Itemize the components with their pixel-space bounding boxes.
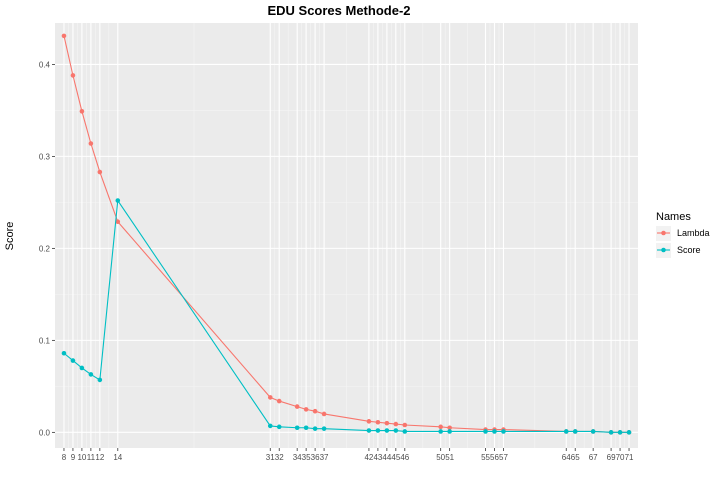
data-point-lambda [79,109,85,114]
x-tick-label: 12 [95,453,104,462]
x-tick-label: 51 [445,453,454,462]
data-point-score [321,426,327,431]
data-point-lambda [61,33,67,39]
legend-key-point [661,247,666,253]
legend-label-lambda: Lambda [677,228,710,238]
data-point-score [492,429,497,434]
x-tick-label: 43 [373,453,382,462]
x-tick-label: 42 [364,453,373,462]
data-point-score [312,426,318,431]
data-point-lambda [97,169,103,175]
data-point-score [366,428,372,433]
x-tick-label: 11 [87,453,96,462]
data-point-score [97,377,103,383]
data-point-lambda [276,398,282,404]
x-tick-label: 67 [589,453,598,462]
legend-key-point [661,230,666,236]
data-point-lambda [384,420,390,426]
data-point-score [626,430,632,435]
series-line-score [63,198,630,433]
data-point-score [115,198,121,203]
x-tick-label: 9 [71,453,76,462]
data-point-lambda [393,421,399,427]
data-point-lambda [402,422,408,428]
grid-minor [55,23,638,448]
data-point-score [393,428,399,433]
data-point-lambda [88,141,94,146]
legend-title: Names [656,211,691,223]
x-tick-label: 71 [625,453,634,462]
x-tick-label: 57 [499,453,508,462]
y-axis-title: Score [4,222,16,251]
data-point-score [294,425,300,431]
x-tick-label: 65 [571,453,580,462]
data-point-score [438,429,443,434]
data-point-lambda [366,419,372,424]
data-point-lambda [447,425,452,431]
data-point-score [572,429,578,434]
y-tick-label: 0.3 [39,152,51,161]
data-point-score [590,429,596,434]
data-point-score [79,365,85,371]
data-point-score [303,425,309,431]
legend: Names Lambda Score [656,211,710,258]
x-tick-label: 44 [382,453,391,462]
x-tick-label: 34 [293,453,302,462]
x-tick-label: 50 [436,453,445,462]
y-tick-label: 0.2 [39,244,51,253]
x-tick-label: 14 [113,453,122,462]
x-tick-label: 56 [490,453,499,462]
data-point-lambda [312,408,318,414]
chart-title: EDU Scores Methode-2 [267,3,410,18]
data-point-lambda [303,407,309,412]
data-point-lambda [321,411,327,417]
data-point-score [276,424,282,430]
data-point-score [70,358,76,363]
data-point-score [447,429,452,434]
x-tick-label: 64 [562,453,571,462]
data-point-score [61,350,67,356]
data-point-lambda [115,219,121,225]
data-point-score [402,429,408,434]
data-point-score [563,429,569,434]
x-tick-label: 46 [400,453,409,462]
data-point-score [608,430,614,435]
legend-label-score: Score [677,245,701,255]
data-point-lambda [375,419,381,425]
data-point-score [267,423,273,429]
data-point-score [384,428,390,433]
data-point-lambda [267,395,273,400]
data-point-lambda [70,73,76,78]
x-tick-label: 45 [391,453,400,462]
x-tick-label: 69 [607,453,616,462]
y-tick-label: 0.1 [39,336,51,345]
data-point-score [617,430,623,435]
x-tick-label: 10 [77,453,86,462]
x-tick-label: 31 [266,453,275,462]
grid-major [55,23,638,448]
data-point-score [501,429,506,434]
x-axis: 8 9 10 11 12 14 31 32 34 35 36 37 42 43 44 45 46 50 51 55 56… [62,448,634,462]
data-point-score [375,428,381,433]
series-layer [61,33,632,435]
x-tick-label: 37 [320,453,329,462]
data-point-score [483,429,488,434]
y-tick-label: 0.4 [39,60,51,69]
x-tick-label: 55 [481,453,490,462]
y-axis: 0.0 0.1 0.2 0.3 0.4 [39,60,55,437]
data-point-lambda [438,424,443,430]
x-tick-label: 35 [302,453,311,462]
data-point-score [88,372,94,377]
x-tick-label: 32 [275,453,284,462]
x-tick-label: 36 [311,453,320,462]
data-point-lambda [294,404,300,409]
x-tick-label: 8 [62,453,67,462]
y-tick-label: 0.0 [39,428,51,437]
x-tick-label: 70 [616,453,625,462]
